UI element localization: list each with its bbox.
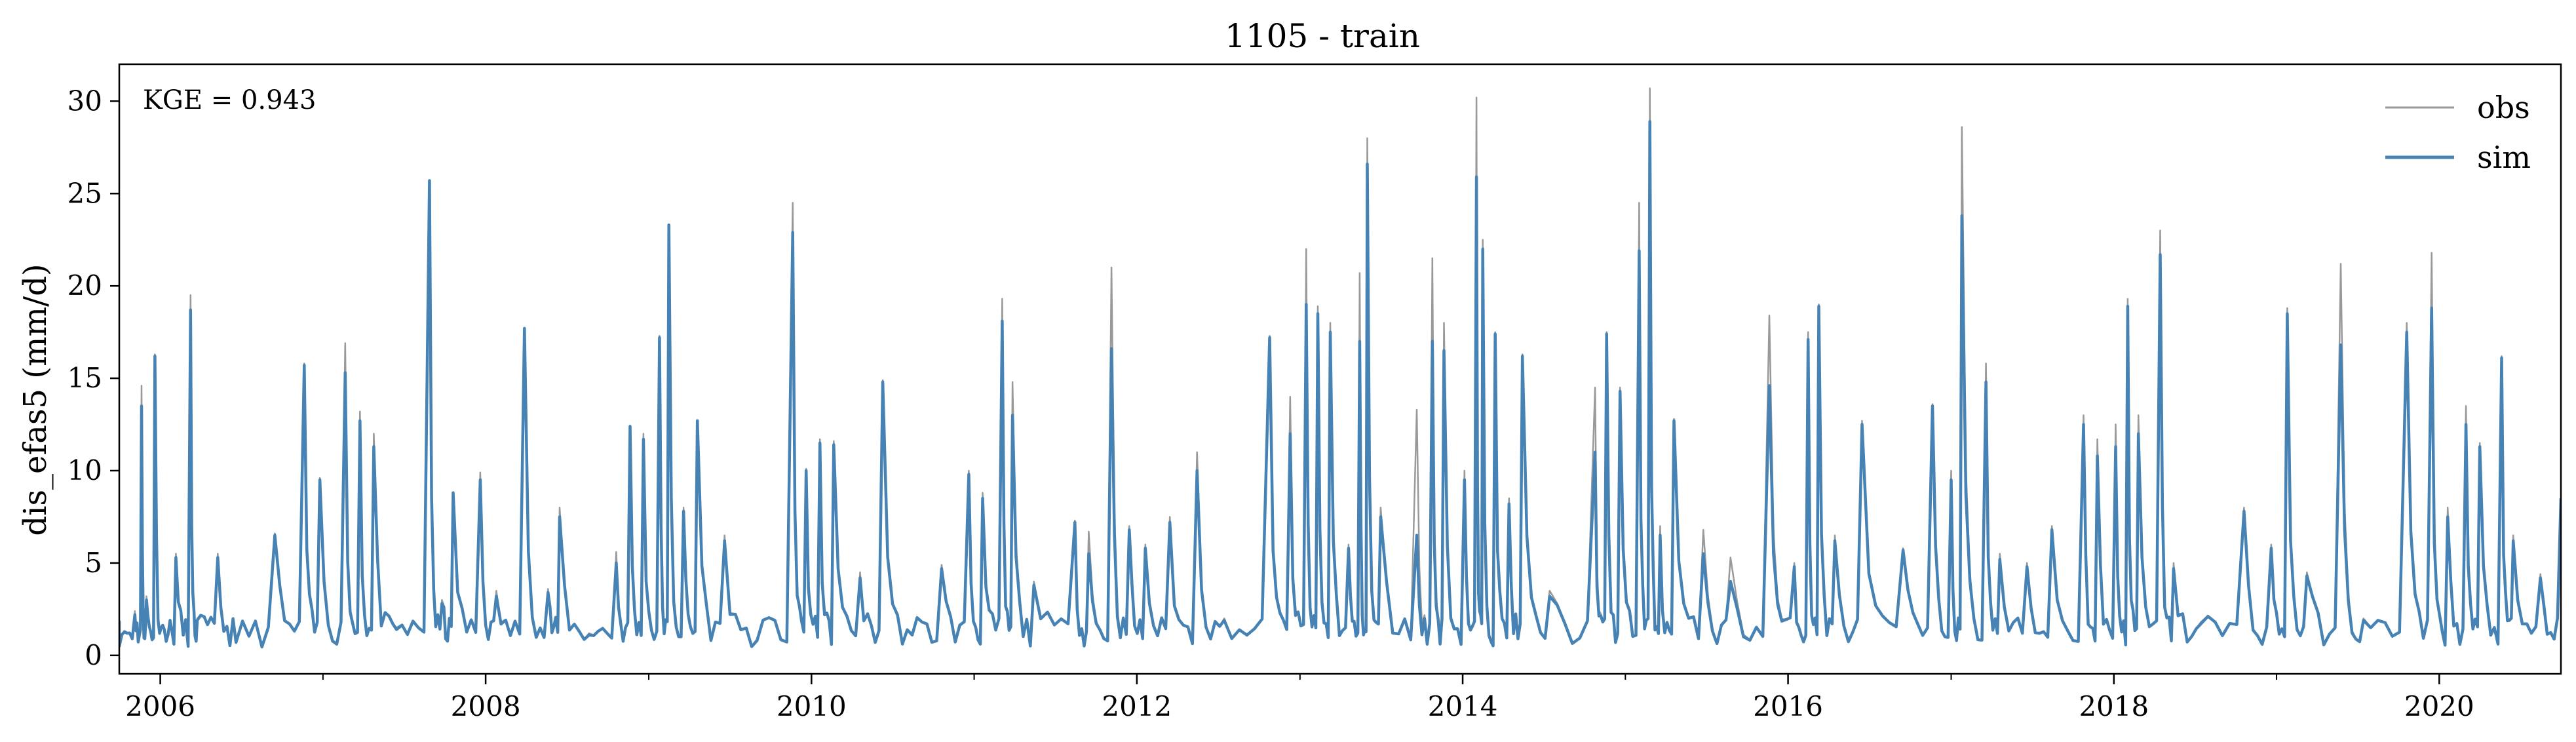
y-tick-label: 25 xyxy=(67,177,102,209)
x-tick-label: 2020 xyxy=(2404,690,2474,722)
y-tick-label: 0 xyxy=(85,639,102,671)
x-tick-label: 2018 xyxy=(2079,690,2149,722)
x-tick-label: 2016 xyxy=(1753,690,1823,722)
chart-title: 1105 - train xyxy=(1225,17,1420,55)
plot-frame xyxy=(118,63,2562,675)
x-tick-label: 2008 xyxy=(451,690,521,722)
x-tick-label: 2014 xyxy=(1428,690,1498,722)
kge-annotation: KGE = 0.943 xyxy=(143,85,317,115)
legend: obs sim xyxy=(2385,90,2531,175)
series-layer xyxy=(119,87,2561,649)
y-tick-label: 10 xyxy=(67,454,102,486)
y-tick-label: 5 xyxy=(85,547,102,579)
y-tick-label: 30 xyxy=(67,85,102,117)
x-tick-label: 2012 xyxy=(1102,690,1172,722)
legend-obs-label: obs xyxy=(2477,90,2530,125)
y-axis-label: dis_efas5 (mm/d) xyxy=(17,264,54,536)
legend-sim-label: sim xyxy=(2477,140,2531,175)
y-tick-label: 20 xyxy=(67,269,102,302)
x-tick-label: 2006 xyxy=(125,690,195,722)
axis-layer: 0 5 10 15 20 25 30 2006 2008 2010 2012 2014 2016 2018… xyxy=(67,85,2474,722)
series-line-sim xyxy=(119,120,2561,649)
y-tick-label: 15 xyxy=(67,362,102,394)
x-tick-label: 2010 xyxy=(777,690,847,722)
